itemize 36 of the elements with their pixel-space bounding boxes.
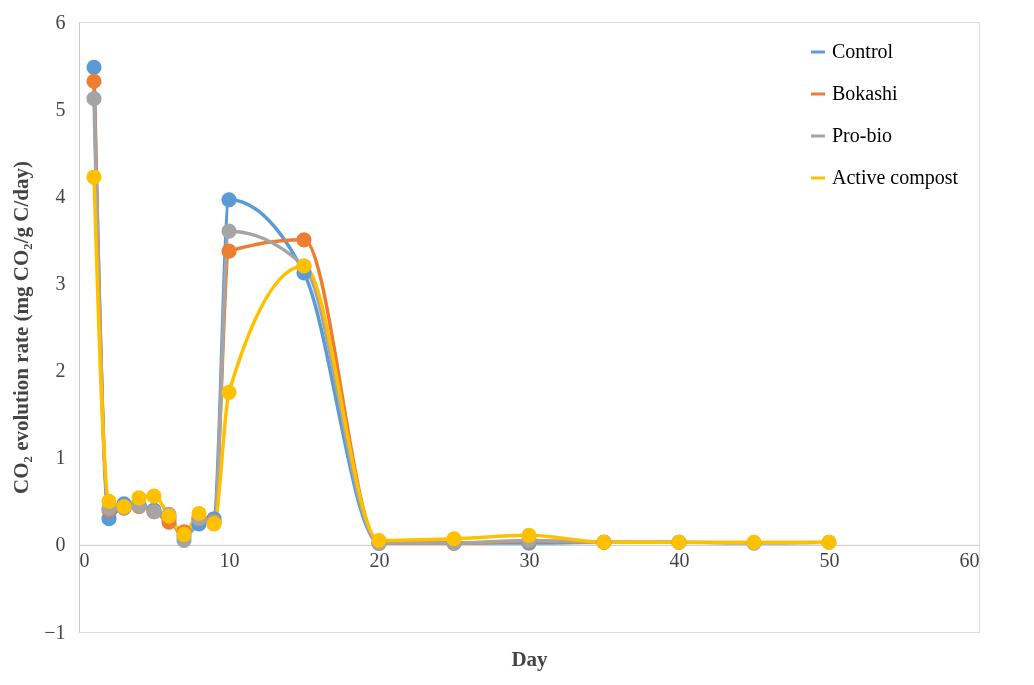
x-tick-label: 60	[959, 549, 980, 572]
y-tick-label: 3	[55, 271, 66, 294]
legend-label: Control	[832, 40, 894, 62]
x-axis-title: Day	[511, 646, 549, 671]
x-tick-label: 0	[79, 549, 90, 572]
y-tick-label: 5	[55, 97, 66, 120]
point	[221, 192, 237, 208]
y-tick-label: 1	[55, 446, 66, 469]
x-tick-label: 10	[219, 549, 240, 572]
x-tick-label: 30	[519, 549, 540, 572]
x-tick-label: 20	[369, 549, 390, 572]
point	[101, 493, 117, 509]
point	[221, 243, 237, 259]
point	[86, 91, 102, 107]
point	[296, 232, 312, 248]
legend-label: Bokashi	[832, 82, 898, 104]
y-tick-label: 0	[55, 533, 66, 556]
y-tick-label: 6	[55, 10, 66, 33]
point	[191, 505, 207, 522]
y-axis-title: CO₂ evolution rate (mg CO₂/g C/day)	[9, 161, 34, 494]
y-tick-label: 4	[55, 184, 66, 207]
point	[131, 490, 147, 506]
point	[86, 169, 102, 185]
point	[146, 488, 162, 504]
x-tick-label: 50	[819, 549, 840, 572]
y-tick-label: −1	[44, 620, 66, 643]
legend-label: Active compost	[832, 166, 959, 189]
point	[221, 223, 237, 239]
point	[521, 527, 537, 543]
point	[86, 73, 102, 89]
x-tick-label: 40	[669, 549, 690, 572]
point	[446, 531, 462, 547]
point	[221, 384, 237, 400]
y-tick-label: 2	[55, 359, 66, 382]
point	[86, 59, 102, 75]
legend-label: Pro-bio	[832, 124, 892, 146]
